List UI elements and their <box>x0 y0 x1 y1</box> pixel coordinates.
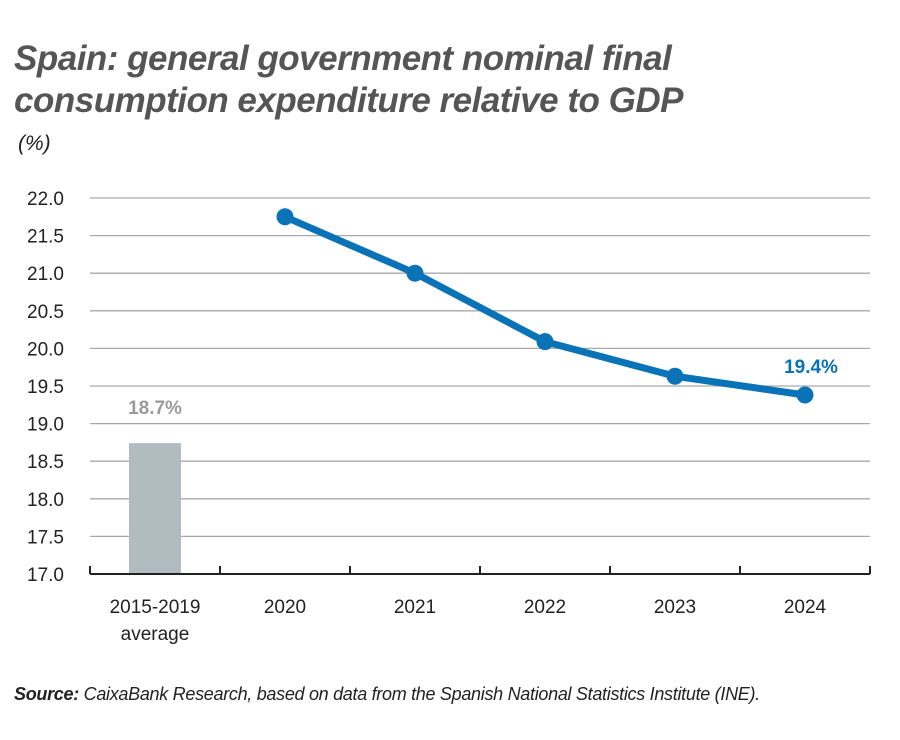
y-tick-label: 18.5 <box>27 452 64 473</box>
y-tick-label: 20.0 <box>27 339 64 360</box>
line-point-2021 <box>406 264 424 282</box>
x-tick-label: 2015-2019 <box>110 597 201 618</box>
y-tick-label: 22.0 <box>27 189 64 210</box>
x-tick-label: 2020 <box>264 597 306 618</box>
y-tick-label: 17.5 <box>27 527 64 548</box>
y-tick-label: 17.0 <box>27 565 64 586</box>
x-tick-label: 2022 <box>524 597 566 618</box>
y-tick-label: 19.0 <box>27 415 64 436</box>
line-end-label: 19.4% <box>784 357 838 378</box>
x-tick-label: 2024 <box>784 597 827 618</box>
bar-2015-2019-average <box>129 443 181 574</box>
line-point-2023 <box>666 367 684 385</box>
y-tick-label: 20.5 <box>27 302 64 323</box>
source-text: CaixaBank Research, based on data from t… <box>78 684 761 704</box>
x-tick-label: 2023 <box>654 597 696 618</box>
line-point-2022 <box>536 333 554 351</box>
line-series <box>283 213 806 399</box>
y-tick-label: 21.5 <box>27 227 64 248</box>
line-point-2024 <box>796 386 814 404</box>
source-label: Source: <box>14 684 79 704</box>
x-tick-label: average <box>121 624 190 645</box>
unit-label: (%) <box>18 132 51 155</box>
x-tick-label: 2021 <box>394 597 436 618</box>
y-tick-label: 21.0 <box>27 264 64 285</box>
line-point-2020 <box>276 208 294 226</box>
y-tick-label: 19.5 <box>27 377 64 398</box>
source-note: Source: CaixaBank Research, based on dat… <box>14 684 898 705</box>
bar-data-label: 18.7% <box>128 398 182 419</box>
chart-title: Spain: general government nominal final … <box>14 39 683 120</box>
y-tick-label: 18.0 <box>27 490 64 511</box>
